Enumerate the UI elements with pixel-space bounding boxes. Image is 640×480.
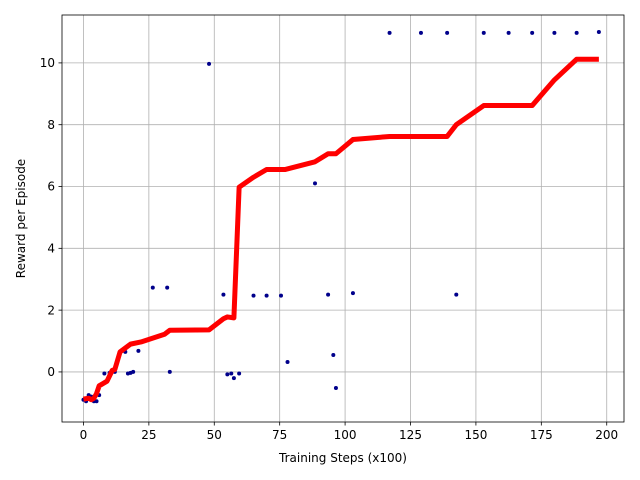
grid-lines [62,15,624,422]
scatter-point [333,386,338,391]
plot-frame [61,14,625,423]
x-tick-label: 200 [595,428,618,442]
scatter-point [574,30,579,35]
x-tick-label: 75 [272,428,287,442]
x-axis-label: Training Steps (x100) [278,451,407,465]
x-tick-label: 0 [80,428,88,442]
scatter-point [454,292,459,297]
scatter-point [530,30,535,35]
scatter-point [278,293,283,298]
scatter-point [552,30,557,35]
scatter-point [225,372,230,377]
scatter-point [131,369,136,374]
scatter-point [221,292,226,297]
scatter-point [102,371,107,376]
x-tick-label: 125 [399,428,422,442]
scatter-point [285,360,290,365]
y-axis-label: Reward per Episode [14,159,28,278]
y-tick-label: 2 [47,303,55,317]
scatter-point [94,399,99,404]
y-tick-label: 4 [47,242,55,256]
scatter-point [326,292,331,297]
scatter-point [136,348,141,353]
scatter-point [418,30,423,35]
y-tick-label: 0 [47,365,55,379]
scatter-point [229,371,234,376]
x-tick-label: 100 [334,428,357,442]
x-tick-label: 25 [141,428,156,442]
x-tick-label: 50 [207,428,222,442]
scatter-point [506,30,511,35]
scatter-point [313,181,318,186]
scatter-point [237,371,242,376]
scatter-point [331,352,336,357]
reward-line [83,56,599,403]
x-tick-label: 175 [530,428,553,442]
scatter-point [150,285,155,290]
scatter-point [596,29,601,34]
axis-ticks: 0 25 50 75 100 125 150 175 200 0 2 4 6 8 10 [40,56,618,442]
y-tick-label: 10 [40,56,55,70]
scatter-point [251,293,256,298]
y-tick-label: 8 [47,118,55,132]
scatter-point [167,369,172,374]
scatter-point [481,30,486,35]
scatter-point [387,30,392,35]
scatter-point [445,30,450,35]
scatter-point [264,293,269,298]
scatter-point [207,61,212,66]
y-tick-label: 6 [47,180,55,194]
x-tick-label: 150 [464,428,487,442]
chart-marks [81,29,601,404]
scatter-point [350,291,355,296]
scatter-point [231,376,236,381]
scatter-point [165,285,170,290]
